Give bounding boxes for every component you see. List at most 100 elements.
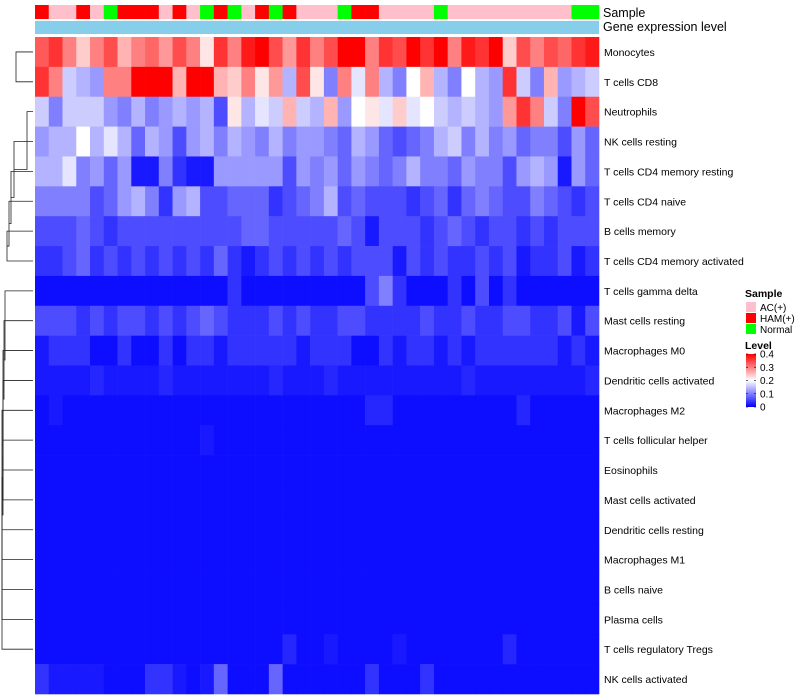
heatmap-cell <box>447 425 462 456</box>
heatmap-cell <box>365 186 380 217</box>
heatmap-cell <box>543 514 559 545</box>
heatmap-cell <box>213 126 228 157</box>
heatmap-cell <box>461 96 476 127</box>
heatmap-cell <box>172 216 187 247</box>
heatmap-cell <box>296 365 311 396</box>
heatmap-cell <box>488 186 504 217</box>
sample-annotation-cell <box>103 5 118 19</box>
heatmap-cell <box>186 246 201 277</box>
heatmap-cell <box>378 246 393 277</box>
heatmap-cell <box>296 484 311 516</box>
heatmap-cell <box>35 544 50 575</box>
heatmap-cell <box>227 455 242 486</box>
heatmap-cell <box>103 335 118 366</box>
heatmap-cell <box>186 395 201 426</box>
heatmap-cell <box>117 664 132 695</box>
heatmap-cell <box>392 275 407 307</box>
heatmap-cell <box>337 156 352 187</box>
heatmap-cell <box>90 574 105 605</box>
heatmap-cell <box>447 66 462 98</box>
heatmap-cell <box>530 395 545 426</box>
heatmap-cell <box>406 246 421 277</box>
heatmap-cell <box>62 246 77 277</box>
heatmap-cell <box>76 514 91 545</box>
heatmap-cell <box>351 96 366 127</box>
heatmap-cell <box>35 425 50 456</box>
sample-legend-swatch <box>746 302 756 312</box>
heatmap-cell <box>378 514 393 545</box>
heatmap-cell <box>433 66 448 98</box>
heatmap-cell <box>571 365 586 396</box>
heatmap-cell <box>392 186 407 217</box>
heatmap-cell <box>488 96 504 127</box>
heatmap-cell <box>557 305 572 336</box>
heatmap-cell <box>530 425 545 456</box>
heatmap-cell <box>268 455 283 486</box>
heatmap-cell <box>131 305 146 336</box>
heatmap-cell <box>392 634 407 665</box>
heatmap-cell <box>172 604 187 635</box>
heatmap-cell <box>76 484 91 516</box>
heatmap-cell <box>241 484 256 516</box>
row-label: T cells gamma delta <box>604 286 698 298</box>
heatmap-cell <box>241 455 256 486</box>
heatmap-cell <box>282 126 297 157</box>
heatmap-cell <box>530 275 545 307</box>
heatmap-cell <box>255 37 270 68</box>
heatmap-cell <box>145 604 160 635</box>
heatmap-cell <box>255 664 270 695</box>
heatmap-cell <box>117 126 132 157</box>
heatmap-cell <box>447 156 462 187</box>
heatmap-cell <box>557 574 572 605</box>
dendrogram-branch <box>2 380 33 516</box>
heatmap-cell <box>158 544 173 575</box>
heatmap-cell <box>186 335 201 366</box>
heatmap-cell <box>186 365 201 396</box>
heatmap-cell <box>516 126 531 157</box>
row-label: Macrophages M0 <box>604 346 685 358</box>
heatmap-cell <box>296 126 311 157</box>
heatmap-cell <box>145 455 160 486</box>
row-label: Dendritic cells activated <box>604 375 714 387</box>
heatmap-cell <box>337 305 352 336</box>
dendrogram-branch <box>1 531 33 590</box>
heatmap-cell <box>365 246 380 277</box>
heatmap-cell <box>296 66 311 98</box>
heatmap-cell <box>420 514 435 545</box>
heatmap-cell <box>557 126 572 157</box>
heatmap-cell <box>145 484 160 516</box>
heatmap-cell <box>516 514 531 545</box>
heatmap-cell <box>172 455 187 486</box>
heatmap-cell <box>310 216 325 247</box>
heatmap-cell <box>62 186 77 217</box>
heatmap-cell <box>516 544 531 575</box>
sample-annotation-cell <box>145 5 160 19</box>
heatmap-cell <box>571 37 586 68</box>
heatmap-cell <box>557 37 572 68</box>
heatmap-cell <box>337 96 352 127</box>
heatmap-cell <box>406 156 421 187</box>
heatmap-cell <box>475 365 490 396</box>
heatmap-cell <box>200 186 215 217</box>
heatmap-cell <box>420 425 435 456</box>
heatmap-cell <box>310 335 325 366</box>
heatmap-cell <box>488 246 504 277</box>
heatmap-cell <box>48 634 63 665</box>
heatmap-cell <box>186 544 201 575</box>
heatmap-cell <box>433 186 448 217</box>
heatmap-cell <box>310 634 325 665</box>
heatmap-cell <box>310 305 325 336</box>
heatmap-cell <box>433 365 448 396</box>
heatmap-cell <box>241 664 256 695</box>
heatmap-cell <box>90 604 105 635</box>
heatmap-cell <box>406 66 421 98</box>
sample-annotation-cell <box>131 5 146 19</box>
heatmap-cell <box>35 664 50 695</box>
heatmap-cell <box>158 96 173 127</box>
heatmap-cell <box>543 425 559 456</box>
heatmap-cell <box>90 96 105 127</box>
heatmap-cell <box>200 514 215 545</box>
sample-annotation-cell <box>516 5 531 19</box>
heatmap-cell <box>378 484 393 516</box>
heatmap-cell <box>172 156 187 187</box>
